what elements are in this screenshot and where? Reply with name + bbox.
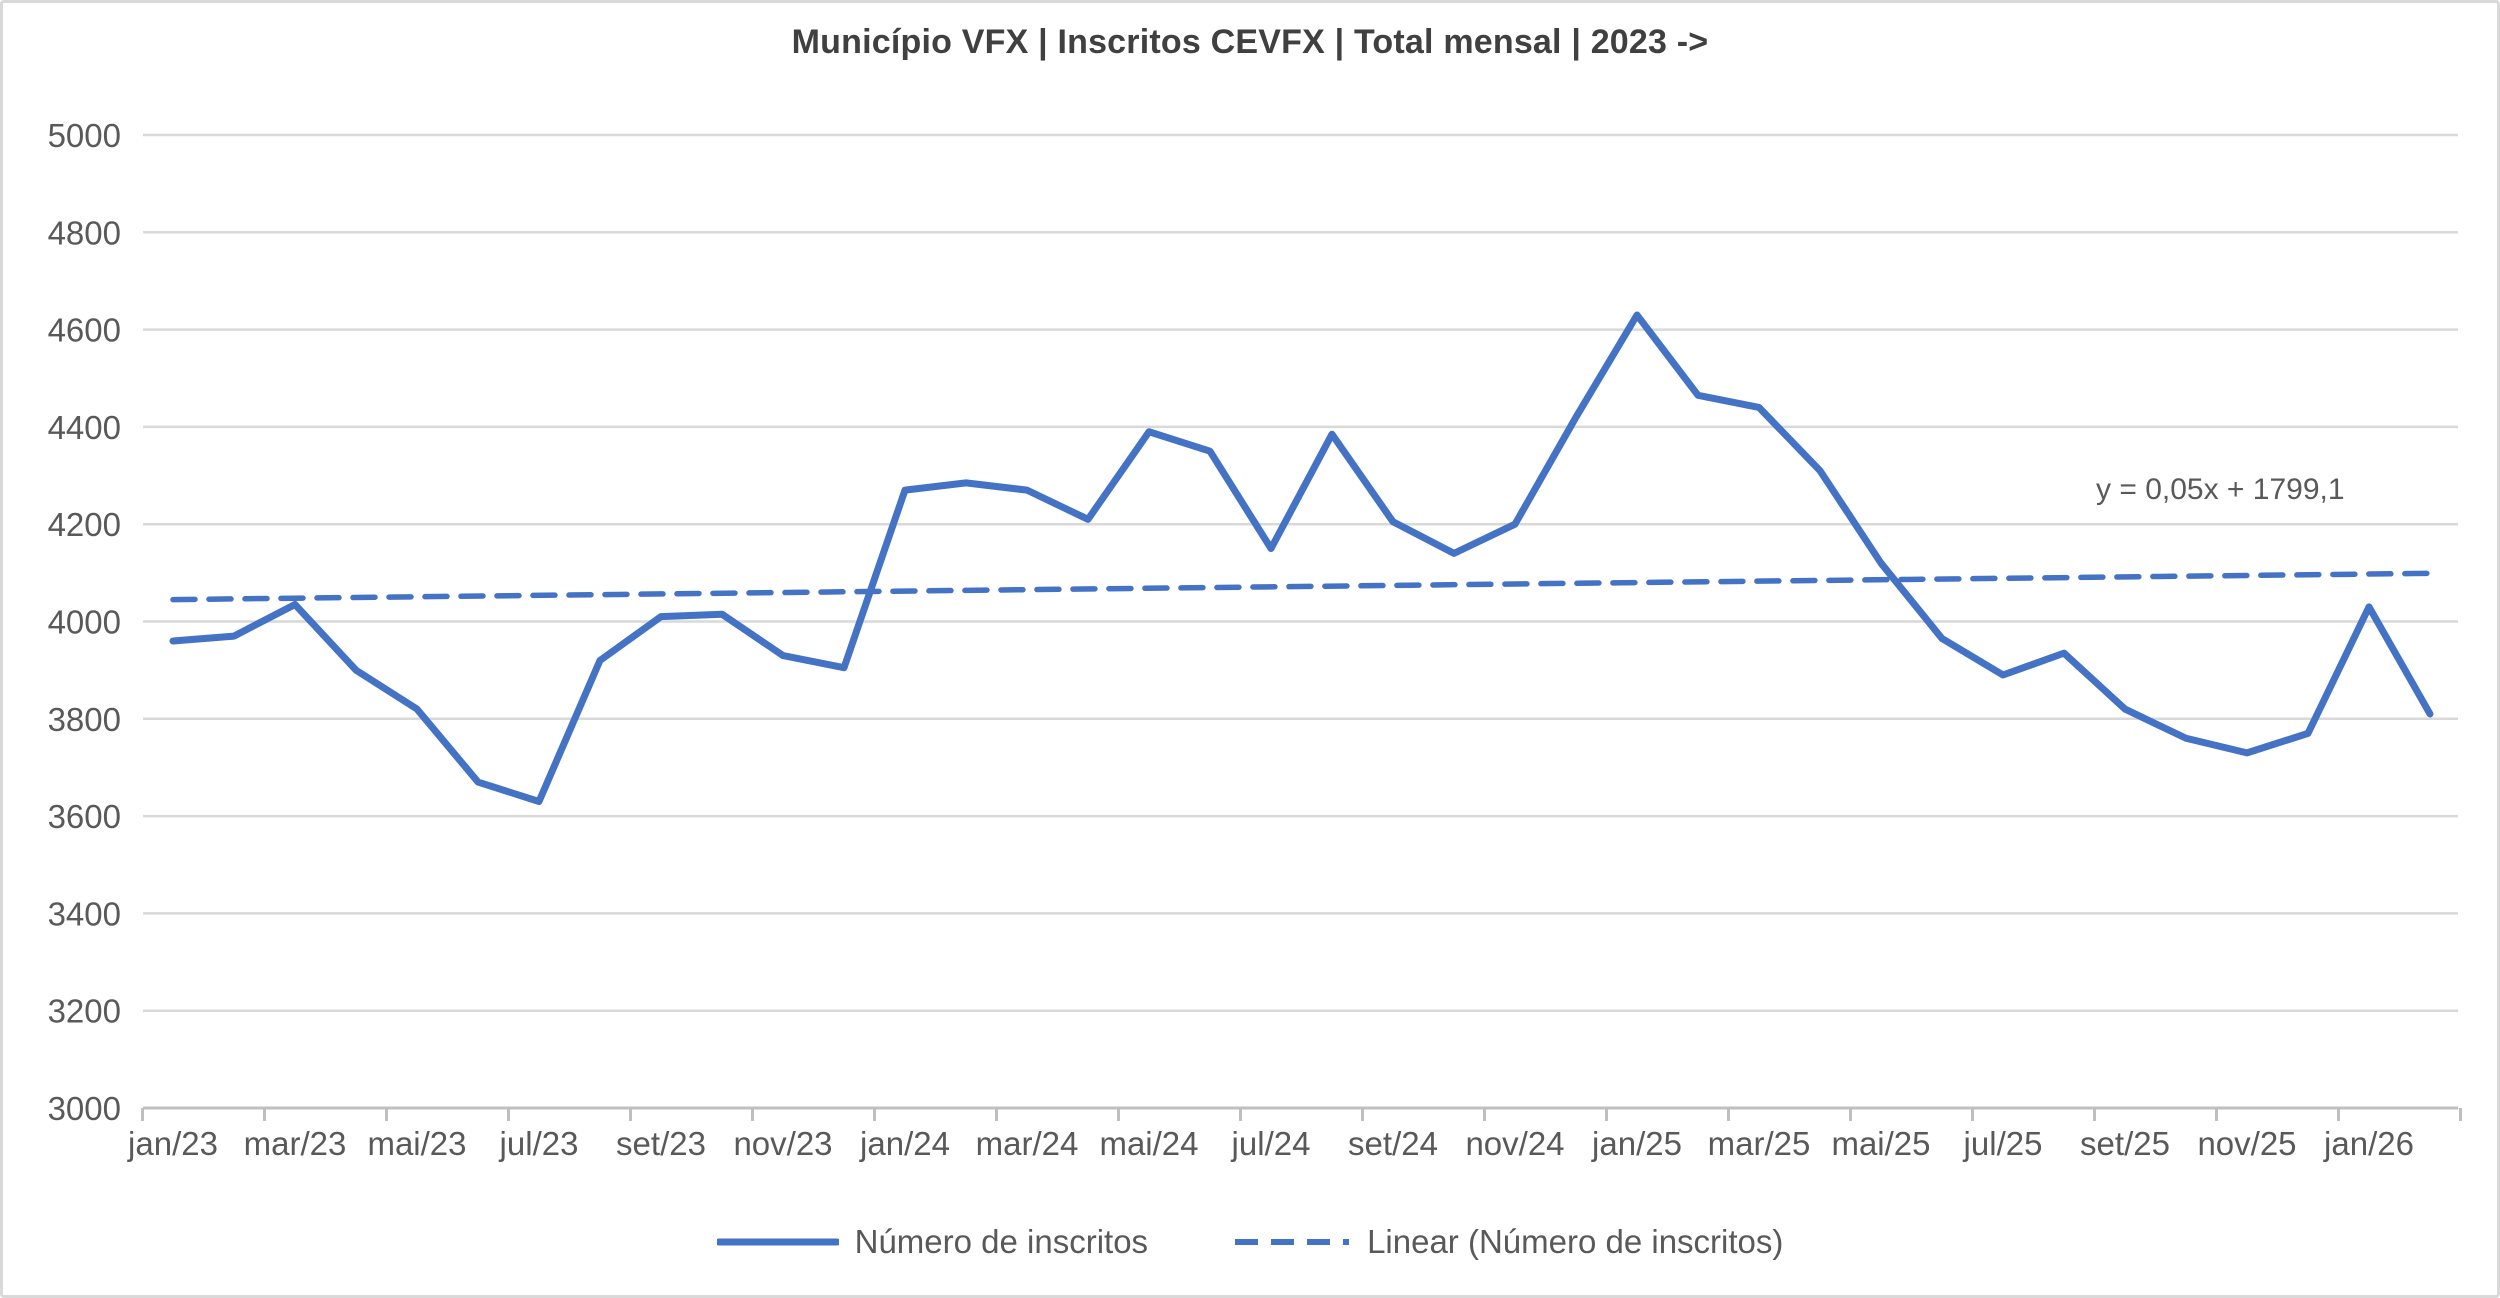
x-axis-label: jul/25 xyxy=(1963,1125,2043,1162)
legend-item-trendline: Linear (Número de inscritos) xyxy=(1233,1223,1783,1261)
trendline-swatch xyxy=(1235,1239,1350,1245)
x-axis-label: mai/23 xyxy=(367,1125,466,1162)
y-axis-label: 4600 xyxy=(48,312,121,349)
y-axis-label: 3600 xyxy=(48,798,121,835)
y-axis-label: 4000 xyxy=(48,604,121,641)
y-axis-label: 3800 xyxy=(48,701,121,738)
x-axis-label: jul/23 xyxy=(499,1125,579,1162)
x-axis-label: nov/24 xyxy=(1465,1125,1564,1162)
x-axis-label: set/25 xyxy=(2080,1125,2170,1162)
x-axis-label: jul/24 xyxy=(1231,1125,1311,1162)
trendline-equation-label: y = 0,05x + 1799,1 xyxy=(2096,473,2345,506)
x-axis-label: jan/26 xyxy=(2323,1125,2414,1162)
x-axis-label: nov/23 xyxy=(733,1125,832,1162)
x-axis-label: jan/23 xyxy=(127,1125,218,1162)
legend-label-series: Número de inscritos xyxy=(854,1223,1149,1260)
x-axis-label: jan/25 xyxy=(1591,1125,1682,1162)
trendline xyxy=(170,570,2433,603)
x-axis-label: nov/25 xyxy=(2197,1125,2296,1162)
y-axis-label: 3200 xyxy=(48,993,121,1030)
y-axis-label: 5000 xyxy=(48,117,121,154)
legend-item-series: Número de inscritos xyxy=(716,1223,1149,1261)
y-axis-label: 4400 xyxy=(48,409,121,446)
y-axis-label: 3400 xyxy=(48,895,121,932)
x-axis-label: mar/24 xyxy=(976,1125,1079,1162)
series-line xyxy=(169,311,2434,806)
series-line-swatch xyxy=(716,1238,839,1246)
chart-title: Município VFX | Inscritos CEVFX | Total … xyxy=(791,23,1709,61)
x-axis-label: set/23 xyxy=(616,1125,706,1162)
x-axis-label: mai/25 xyxy=(1831,1125,1930,1162)
legend-label-trendline: Linear (Número de inscritos) xyxy=(1367,1223,1784,1260)
y-axis-label: 4200 xyxy=(48,506,121,543)
y-axis-label: 4800 xyxy=(48,214,121,251)
x-axis-label: jan/24 xyxy=(859,1125,950,1162)
x-axis-label: set/24 xyxy=(1348,1125,1438,1162)
x-axis-label: mai/24 xyxy=(1099,1125,1198,1162)
x-axis-label: mar/25 xyxy=(1708,1125,1811,1162)
y-axis-label: 3000 xyxy=(48,1090,121,1127)
legend: Número de inscritos Linear (Número de in… xyxy=(3,1223,2497,1261)
x-axis-label: mar/23 xyxy=(244,1125,347,1162)
plot-area: 3000 3200 3400 3600 3800 4000 4200 4400 4600 4800… xyxy=(48,117,2462,1162)
